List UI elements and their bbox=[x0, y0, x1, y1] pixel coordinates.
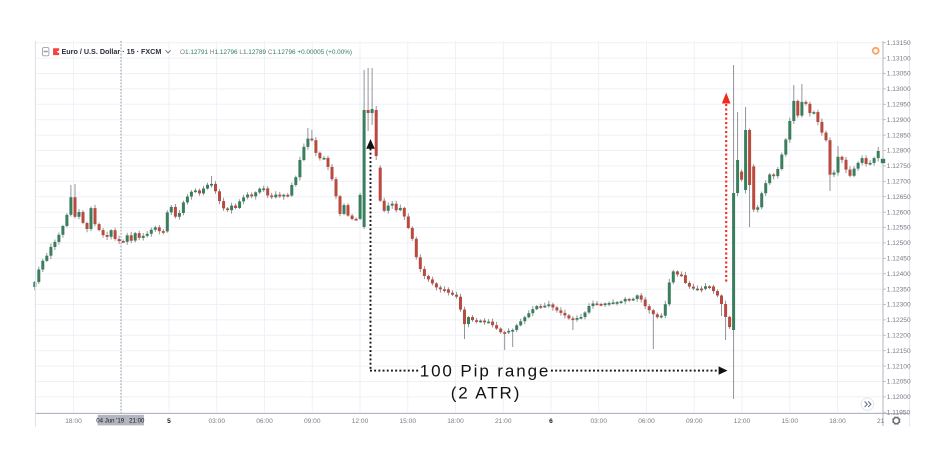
svg-text:06:00: 06:00 bbox=[638, 418, 655, 425]
svg-text:1.13150: 1.13150 bbox=[887, 40, 911, 47]
svg-text:1.13050: 1.13050 bbox=[887, 71, 911, 78]
svg-text:1.12300: 1.12300 bbox=[887, 302, 911, 309]
svg-text:(2 ATR): (2 ATR) bbox=[451, 383, 522, 402]
svg-text:1.12350: 1.12350 bbox=[887, 286, 911, 293]
svg-text:1.12250: 1.12250 bbox=[887, 317, 911, 324]
svg-text:18:00: 18:00 bbox=[447, 418, 464, 425]
svg-text:06:00: 06:00 bbox=[256, 418, 273, 425]
svg-text:1.12950: 1.12950 bbox=[887, 102, 911, 109]
svg-text:1.12500: 1.12500 bbox=[887, 240, 911, 247]
svg-text:O1.12791 H1.12796 L1.12789 C1.: O1.12791 H1.12796 L1.12789 C1.12796 +0.0… bbox=[180, 49, 352, 56]
svg-text:1.12150: 1.12150 bbox=[887, 348, 911, 355]
svg-text:15:00: 15:00 bbox=[781, 418, 798, 425]
svg-text:1.12700: 1.12700 bbox=[887, 179, 911, 186]
svg-text:04 Jun '19: 04 Jun '19 bbox=[96, 418, 125, 425]
svg-text:18:00: 18:00 bbox=[829, 418, 846, 425]
svg-text:21:00: 21:00 bbox=[877, 418, 894, 425]
svg-text:1.11950: 1.11950 bbox=[887, 410, 911, 417]
svg-text:1.12650: 1.12650 bbox=[887, 194, 911, 201]
svg-text:1.12050: 1.12050 bbox=[887, 379, 911, 386]
svg-text:5: 5 bbox=[167, 418, 171, 425]
svg-text:21:00: 21:00 bbox=[129, 418, 145, 425]
svg-text:1.12200: 1.12200 bbox=[887, 333, 911, 340]
svg-text:1.12100: 1.12100 bbox=[887, 363, 911, 370]
svg-text:6: 6 bbox=[549, 418, 553, 425]
svg-text:1.12450: 1.12450 bbox=[887, 256, 911, 263]
svg-text:12:00: 12:00 bbox=[352, 418, 369, 425]
svg-text:1.13000: 1.13000 bbox=[887, 86, 911, 93]
svg-text:15:00: 15:00 bbox=[399, 418, 416, 425]
svg-text:21:00: 21:00 bbox=[495, 418, 512, 425]
svg-text:09:00: 09:00 bbox=[304, 418, 321, 425]
svg-text:1.12750: 1.12750 bbox=[887, 163, 911, 170]
svg-text:03:00: 03:00 bbox=[208, 418, 225, 425]
svg-text:1.12600: 1.12600 bbox=[887, 209, 911, 216]
svg-text:12:00: 12:00 bbox=[734, 418, 751, 425]
svg-text:100 Pip range: 100 Pip range bbox=[420, 361, 551, 380]
svg-text:1.13100: 1.13100 bbox=[887, 55, 911, 62]
svg-text:09:00: 09:00 bbox=[686, 418, 703, 425]
svg-text:1.12850: 1.12850 bbox=[887, 132, 911, 139]
svg-text:1.12900: 1.12900 bbox=[887, 117, 911, 124]
svg-text:18:00: 18:00 bbox=[65, 418, 82, 425]
svg-text:Euro / U.S. Dollar · 15 · FXCM: Euro / U.S. Dollar · 15 · FXCM bbox=[62, 47, 162, 56]
svg-text:1.12400: 1.12400 bbox=[887, 271, 911, 278]
svg-text:1.12800: 1.12800 bbox=[887, 148, 911, 155]
svg-text:03:00: 03:00 bbox=[590, 418, 607, 425]
svg-text:1.12550: 1.12550 bbox=[887, 225, 911, 232]
svg-text:1.12000: 1.12000 bbox=[887, 394, 911, 401]
